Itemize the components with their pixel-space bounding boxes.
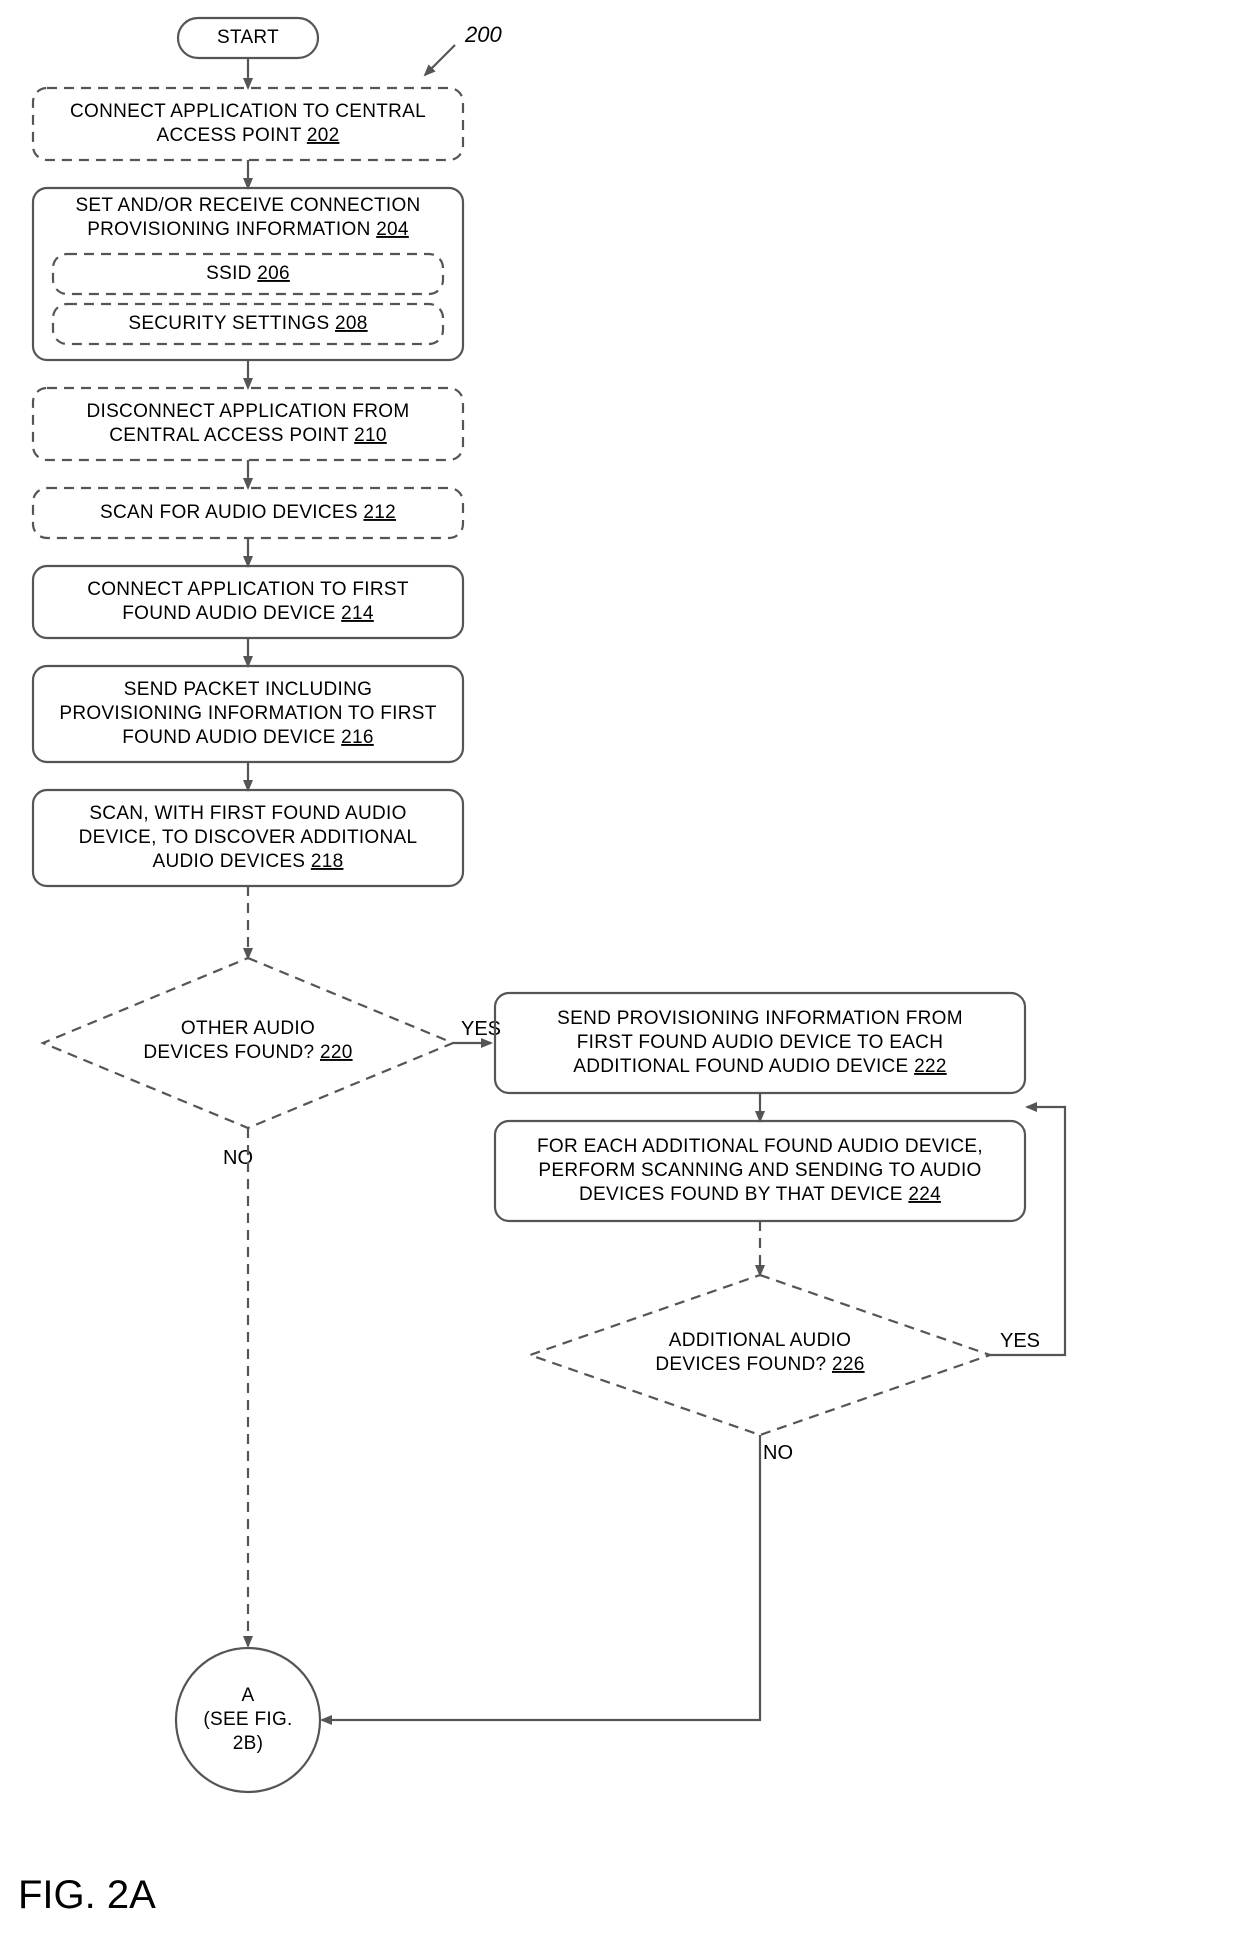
svg-text:SCAN, WITH FIRST FOUND AUDIO: SCAN, WITH FIRST FOUND AUDIO	[89, 803, 406, 824]
svg-text:FOUND AUDIO DEVICE 216: FOUND AUDIO DEVICE 216	[122, 727, 374, 748]
svg-text:FOUND AUDIO DEVICE 214: FOUND AUDIO DEVICE 214	[122, 603, 374, 624]
svg-text:FIRST FOUND AUDIO DEVICE TO EA: FIRST FOUND AUDIO DEVICE TO EACH	[577, 1032, 943, 1053]
svg-text:SSID 206: SSID 206	[206, 263, 290, 284]
flowchart: START200CONNECT APPLICATION TO CENTRALAC…	[0, 0, 1240, 1933]
edge	[322, 1435, 760, 1720]
figure-label: FIG. 2A	[18, 1873, 156, 1917]
svg-text:ADDITIONAL AUDIO: ADDITIONAL AUDIO	[669, 1330, 852, 1351]
svg-text:SEND PACKET INCLUDING: SEND PACKET INCLUDING	[124, 679, 372, 700]
svg-text:CONNECT APPLICATION TO FIRST: CONNECT APPLICATION TO FIRST	[87, 579, 409, 600]
svg-text:PERFORM SCANNING AND SENDING T: PERFORM SCANNING AND SENDING TO AUDIO	[538, 1160, 981, 1181]
svg-text:SEND PROVISIONING INFORMATION: SEND PROVISIONING INFORMATION FROM	[557, 1008, 963, 1029]
svg-text:FOR EACH ADDITIONAL FOUND AUDI: FOR EACH ADDITIONAL FOUND AUDIO DEVICE,	[537, 1136, 983, 1157]
edge-label-no-226: NO	[763, 1442, 793, 1464]
svg-text:SET AND/OR RECEIVE CONNECTION: SET AND/OR RECEIVE CONNECTION	[75, 195, 420, 216]
svg-text:(SEE FIG.: (SEE FIG.	[203, 1709, 292, 1730]
svg-text:OTHER AUDIO: OTHER AUDIO	[181, 1018, 315, 1039]
svg-text:CONNECT APPLICATION TO CENTRAL: CONNECT APPLICATION TO CENTRAL	[70, 101, 426, 122]
svg-text:DEVICE, TO DISCOVER ADDITIONAL: DEVICE, TO DISCOVER ADDITIONAL	[79, 827, 418, 848]
callout-arrow	[425, 45, 455, 75]
svg-text:DEVICES FOUND BY THAT DEVICE 2: DEVICES FOUND BY THAT DEVICE 224	[579, 1184, 941, 1205]
svg-text:ACCESS POINT 202: ACCESS POINT 202	[157, 125, 340, 146]
svg-text:A: A	[242, 1685, 255, 1706]
svg-text:CENTRAL ACCESS POINT 210: CENTRAL ACCESS POINT 210	[109, 425, 387, 446]
node-210	[33, 388, 463, 460]
edge-label-yes-226: YES	[1000, 1330, 1040, 1352]
svg-text:ADDITIONAL FOUND AUDIO DEVICE: ADDITIONAL FOUND AUDIO DEVICE 222	[573, 1056, 946, 1077]
svg-text:DEVICES FOUND? 220: DEVICES FOUND? 220	[143, 1042, 352, 1063]
svg-text:SCAN FOR AUDIO DEVICES 212: SCAN FOR AUDIO DEVICES 212	[100, 502, 396, 523]
svg-text:DEVICES FOUND? 226: DEVICES FOUND? 226	[655, 1354, 864, 1375]
svg-text:PROVISIONING INFORMATION TO FI: PROVISIONING INFORMATION TO FIRST	[59, 703, 436, 724]
svg-text:DISCONNECT APPLICATION FROM: DISCONNECT APPLICATION FROM	[86, 401, 409, 422]
node-202	[33, 88, 463, 160]
edge	[990, 1107, 1065, 1355]
node-214	[33, 566, 463, 638]
svg-text:AUDIO DEVICES 218: AUDIO DEVICES 218	[153, 851, 344, 872]
callout-label: 200	[464, 22, 502, 47]
svg-text:PROVISIONING INFORMATION 204: PROVISIONING INFORMATION 204	[87, 219, 409, 240]
svg-text:2B): 2B)	[233, 1733, 263, 1754]
svg-text:START: START	[217, 27, 279, 48]
svg-text:SECURITY SETTINGS 208: SECURITY SETTINGS 208	[128, 313, 367, 334]
